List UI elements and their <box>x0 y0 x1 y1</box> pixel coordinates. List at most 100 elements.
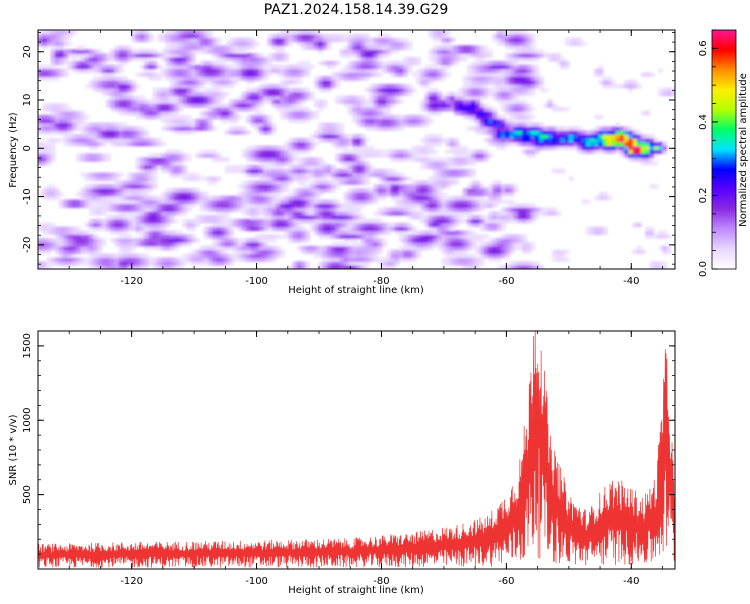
heatmap-cell <box>309 184 315 189</box>
heatmap-cell <box>590 130 595 135</box>
heatmap-cell <box>500 95 506 100</box>
heatmap-cell <box>186 191 192 197</box>
heatmap-cell <box>195 103 200 108</box>
heatmap-cell <box>178 161 183 166</box>
heatmap-cell <box>522 238 527 243</box>
heatmap-cell <box>224 53 230 58</box>
heatmap-cell <box>492 191 498 197</box>
heatmap-cell <box>577 141 583 147</box>
heatmap-cell <box>38 72 43 77</box>
heatmap-cell <box>377 238 383 243</box>
heatmap-cell <box>182 253 188 259</box>
heatmap-cell <box>364 64 370 70</box>
heatmap-cell <box>488 53 493 58</box>
heatmap-cell <box>458 253 464 259</box>
heatmap-cell <box>377 230 383 235</box>
heatmap-cell <box>46 130 52 135</box>
heatmap-cell <box>411 188 417 193</box>
heatmap-cell <box>267 245 273 251</box>
heatmap-cell <box>135 56 141 62</box>
heatmap-cell <box>275 172 281 178</box>
heatmap-cell <box>190 64 196 70</box>
heatmap-cell <box>568 130 574 135</box>
heatmap-cell <box>403 83 409 89</box>
heatmap-cell <box>386 207 392 212</box>
heatmap-cell <box>148 76 154 81</box>
heatmap-cell <box>169 60 175 66</box>
heatmap-cell <box>292 68 298 73</box>
heatmap-cell <box>377 87 383 93</box>
heatmap-cell <box>148 164 154 170</box>
heatmap-cell <box>466 80 472 85</box>
heatmap-cell <box>377 107 383 112</box>
heatmap-cell <box>407 242 413 247</box>
heatmap-cell <box>415 184 421 189</box>
heatmap-cell <box>118 87 124 93</box>
heatmap-cell <box>135 99 141 104</box>
heatmap-cell <box>144 242 150 247</box>
heatmap-cell <box>118 83 124 89</box>
heatmap-cell <box>127 207 133 212</box>
heatmap-cell <box>42 103 48 108</box>
heatmap-cell <box>139 253 145 259</box>
heatmap-cell <box>76 134 82 139</box>
heatmap-cell <box>662 230 668 235</box>
heatmap-cell <box>522 134 527 139</box>
heatmap-cell <box>212 103 217 108</box>
heatmap-cell <box>63 257 69 262</box>
heatmap-cell <box>322 199 328 205</box>
heatmap-cell <box>314 41 319 47</box>
heatmap-cell <box>364 172 370 178</box>
heatmap-cell <box>46 157 52 162</box>
heatmap-cell <box>250 80 256 85</box>
heatmap-cell <box>105 68 111 73</box>
heatmap-cell <box>411 122 417 127</box>
heatmap-cell <box>530 68 536 73</box>
heatmap-cell <box>93 80 99 85</box>
heatmap-cell <box>178 64 183 70</box>
heatmap-cell <box>203 114 209 120</box>
heatmap-cell <box>517 110 523 116</box>
heatmap-cell <box>364 199 370 205</box>
heatmap-cell <box>114 56 120 62</box>
heatmap-cell <box>483 80 489 85</box>
heatmap-cell <box>335 76 341 81</box>
heatmap-cell <box>658 91 663 97</box>
heatmap-cell <box>271 207 277 212</box>
heatmap-cell <box>424 64 430 70</box>
heatmap-cell <box>76 118 82 124</box>
heatmap-cell <box>161 161 166 166</box>
heatmap-cell <box>148 107 154 112</box>
heatmap-cell <box>237 45 243 50</box>
heatmap-cell <box>343 95 349 100</box>
heatmap-cell <box>93 211 99 216</box>
heatmap-cell <box>505 60 510 66</box>
heatmap-cell <box>148 153 154 158</box>
heatmap-cell <box>624 130 629 135</box>
heatmap-cell <box>127 172 133 178</box>
heatmap-cell <box>229 64 234 70</box>
heatmap-cell <box>352 145 358 151</box>
heatmap-cell <box>649 230 655 235</box>
heatmap-cell <box>420 161 426 166</box>
heatmap-cell <box>190 195 196 201</box>
heatmap-cell <box>165 153 171 158</box>
heatmap-cell <box>424 222 430 228</box>
heatmap-cell <box>199 68 205 73</box>
heatmap-cell <box>381 261 387 266</box>
heatmap-cell <box>305 45 311 50</box>
heatmap-cell <box>445 215 451 220</box>
heatmap-cell <box>560 257 566 262</box>
heatmap-cell <box>645 134 651 139</box>
heatmap-cell <box>229 114 234 120</box>
heatmap-cell <box>148 211 154 216</box>
heatmap-cell <box>632 157 638 162</box>
heatmap-cell <box>284 87 290 93</box>
heatmap-cell <box>505 68 510 73</box>
heatmap-cell <box>182 64 188 70</box>
heatmap-cell <box>114 261 120 266</box>
heatmap-cell <box>127 215 133 220</box>
heatmap-cell <box>360 176 366 181</box>
heatmap-cell <box>292 91 298 97</box>
heatmap-cell <box>207 95 213 100</box>
